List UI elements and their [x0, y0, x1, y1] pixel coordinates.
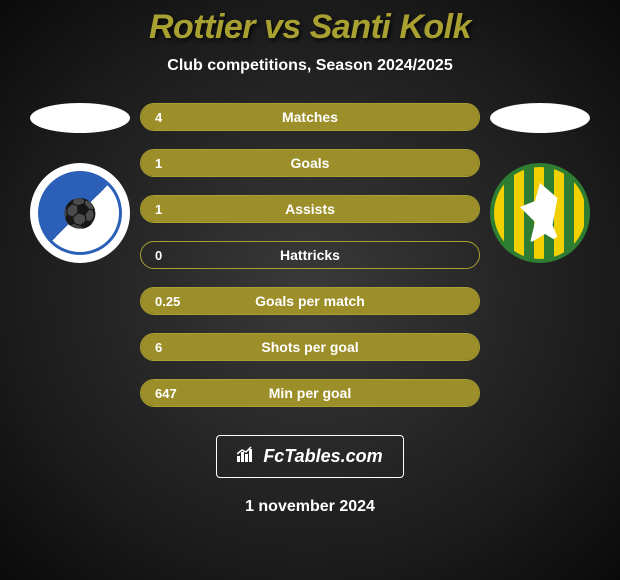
stat-label: Min per goal [269, 385, 351, 401]
stat-value-left: 1 [155, 202, 162, 217]
stat-label: Goals per match [255, 293, 365, 309]
stat-row-assists: 1 Assists [140, 195, 480, 223]
brand-text: FcTables.com [263, 446, 382, 467]
stat-label: Shots per goal [261, 339, 358, 355]
comparison-card: Rottier vs Santi Kolk Club competitions,… [0, 0, 620, 580]
stat-label: Matches [282, 109, 338, 125]
stat-row-gpm: 0.25 Goals per match [140, 287, 480, 315]
stat-row-hattricks: 0 Hattricks [140, 241, 480, 269]
date-label: 1 november 2024 [245, 498, 375, 516]
player-left-column [20, 103, 140, 263]
stat-value-left: 4 [155, 110, 162, 125]
player-right-silhouette [490, 103, 590, 133]
club-logo-left [30, 163, 130, 263]
subtitle: Club competitions, Season 2024/2025 [167, 57, 452, 75]
stat-row-mpg: 647 Min per goal [140, 379, 480, 407]
stat-value-left: 647 [155, 386, 177, 401]
page-title: Rottier vs Santi Kolk [149, 8, 471, 47]
club-logo-right [490, 163, 590, 263]
stat-row-spg: 6 Shots per goal [140, 333, 480, 361]
stat-label: Assists [285, 201, 335, 217]
stats-area: 4 Matches 1 Goals 1 Assists 0 Hattricks … [0, 103, 620, 407]
stat-label: Hattricks [280, 247, 340, 263]
player-right-column [480, 103, 600, 263]
stats-column: 4 Matches 1 Goals 1 Assists 0 Hattricks … [140, 103, 480, 407]
stat-value-left: 1 [155, 156, 162, 171]
stat-value-left: 0.25 [155, 294, 180, 309]
stat-value-left: 0 [155, 248, 162, 263]
stat-label: Goals [291, 155, 330, 171]
stat-row-goals: 1 Goals [140, 149, 480, 177]
player-left-silhouette [30, 103, 130, 133]
brand-badge: FcTables.com [216, 435, 403, 478]
chart-icon [237, 446, 257, 467]
stat-value-left: 6 [155, 340, 162, 355]
stat-row-matches: 4 Matches [140, 103, 480, 131]
